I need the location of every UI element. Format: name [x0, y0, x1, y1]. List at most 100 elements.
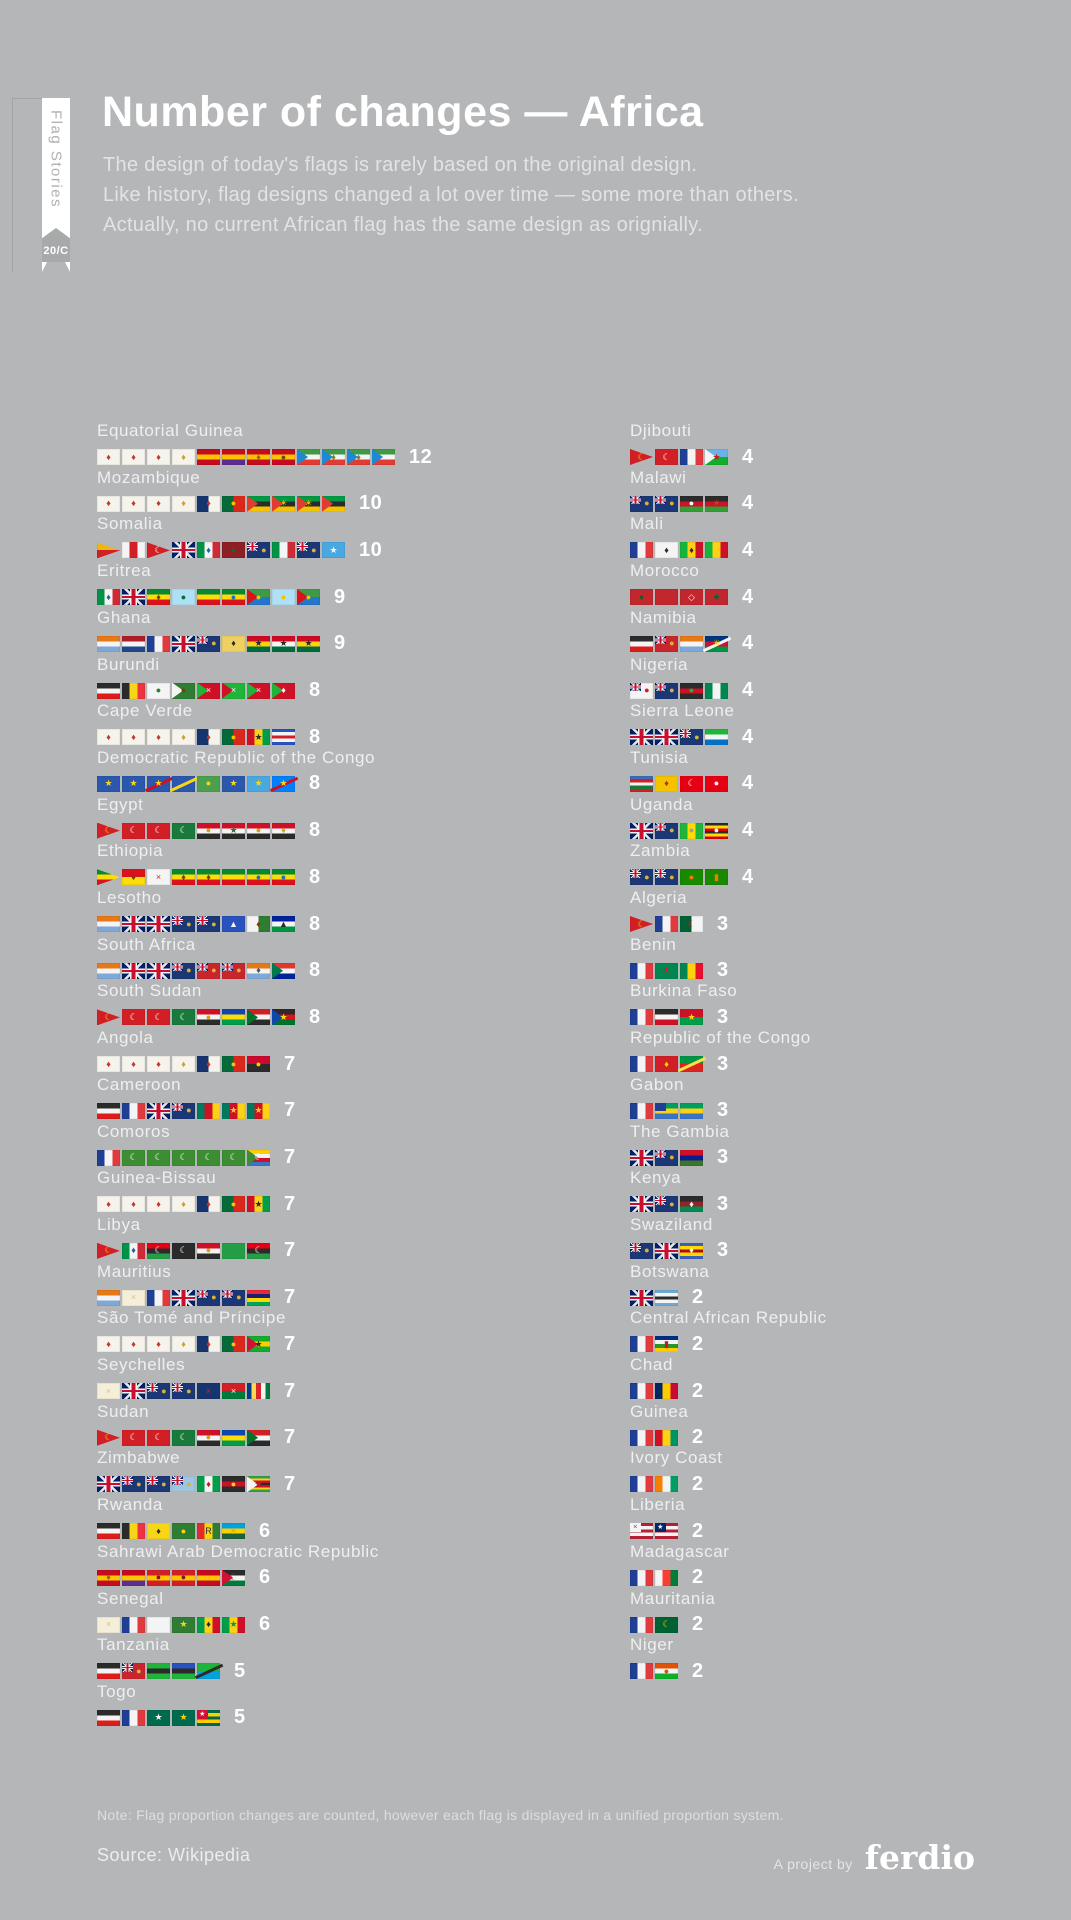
country-label: Eritrea — [97, 561, 152, 581]
country-label: Comoros — [97, 1121, 171, 1141]
flag-thumb: ● — [247, 542, 270, 559]
flag-sequence: ● 5 — [97, 1660, 246, 1682]
flag-thumb — [680, 449, 703, 465]
hoist-triangle — [172, 682, 184, 699]
flag-thumb: ☾ — [122, 1009, 145, 1026]
flag-emblem: ● — [688, 498, 695, 509]
flag-thumb: ★ — [272, 635, 295, 652]
change-count: 7 — [284, 1192, 296, 1215]
flag-emblem: ♦ — [206, 1478, 211, 1489]
change-count: 3 — [717, 1239, 729, 1262]
country-entry: Central African Republic ▮ 2 — [630, 1308, 827, 1355]
flag-sequence: ★ ★ ★ ● ★ ★ ★ 8 — [97, 772, 375, 794]
canton: × — [630, 1523, 641, 1532]
flag-thumb: ♦ — [147, 1196, 170, 1213]
country-label: Lesotho — [97, 888, 162, 907]
flag-emblem: ● — [230, 1058, 237, 1069]
flag-thumb: ☾ — [222, 1569, 245, 1586]
flag-emblem: ♦ — [206, 1198, 211, 1209]
flag-thumb: ☾ — [630, 449, 653, 465]
change-count: 9 — [334, 632, 346, 655]
flag-thumb: ♦ — [122, 869, 145, 886]
flag-sequence: ☾ ☾ ★ 4 — [630, 446, 754, 468]
flag-emblem: ☾ — [154, 1011, 163, 1022]
country-entry: Democratic Republic of the Congo ★ ★ ★ ● ★ ★ ★ 8 — [97, 748, 375, 794]
flag-emblem: × — [130, 1292, 137, 1303]
flag-thumb: ♦ — [97, 1336, 120, 1353]
country-entry: South Africa ● ● ● ♦ 8 — [97, 935, 321, 981]
flag-thumb: ♦ — [680, 1196, 703, 1213]
flag-thumb — [630, 1663, 653, 1680]
flag-emblem: ♦ — [256, 965, 261, 976]
flag-emblem: ● — [669, 1152, 675, 1162]
flag-emblem: ☾ — [662, 1619, 671, 1629]
flag-thumb — [197, 589, 220, 606]
change-count: 4 — [742, 585, 754, 608]
change-count: 4 — [742, 725, 754, 748]
flag-thumb: ♦ — [97, 449, 120, 465]
flag-thumb: ☾ — [172, 1149, 195, 1166]
flag-thumb: ♦ — [272, 822, 295, 839]
flag-emblem: ● — [644, 871, 650, 882]
flag-emblem: ● — [255, 591, 262, 602]
flag-thumb: ☀ — [222, 1523, 245, 1540]
flag-thumb — [172, 1289, 195, 1306]
flag-thumb — [630, 1476, 653, 1493]
flag-thumb — [630, 962, 653, 979]
flag-emblem: ♦ — [256, 451, 261, 462]
flag-thumb: ★ — [97, 775, 120, 792]
flag-emblem: ☾ — [154, 1245, 163, 1256]
flag-emblem: ♦ — [206, 1058, 211, 1069]
flag-emblem: ☾ — [104, 825, 113, 836]
country-label: Gabon — [630, 1074, 685, 1094]
country-label: Burundi — [97, 654, 160, 674]
flag-thumb: ● — [297, 542, 320, 559]
flag-emblem: ♦ — [206, 544, 211, 555]
flag-thumb: ● — [197, 1429, 220, 1446]
change-count: 3 — [717, 1099, 729, 1122]
flag-emblem: ☾ — [637, 918, 646, 929]
country-label: Burkina Faso — [630, 981, 738, 1001]
flag-emblem: ♦ — [281, 825, 286, 836]
flag-emblem: ♦ — [106, 451, 111, 462]
flag-thumb: ★ — [247, 1196, 270, 1213]
flag-thumb: ▮ — [705, 869, 728, 886]
flag-thumb: ☾ — [655, 449, 678, 465]
change-count: 7 — [284, 1472, 296, 1495]
flag-thumb — [372, 449, 395, 465]
flag-sequence: × ● ● 7 — [97, 1286, 296, 1308]
flag-thumb: ● — [680, 495, 703, 512]
flag-emblem: ☾ — [687, 918, 696, 929]
country-label: Angola — [97, 1028, 154, 1048]
change-count: 4 — [742, 865, 754, 888]
country-entry: Egypt ☾ ☾ ☾ ☾ ● ★ ● ♦ 8 — [97, 795, 321, 841]
flag-thumb: ☾ — [122, 1149, 145, 1166]
change-count: 8 — [309, 725, 321, 748]
flag-emblem: ☾ — [179, 825, 188, 836]
country-label: Senegal — [97, 1588, 164, 1608]
flag-thumb: ● — [172, 1569, 195, 1586]
flag-thumb: × — [222, 1383, 245, 1399]
flag-thumb: ● — [680, 822, 703, 839]
flag-emblem: ● — [280, 591, 287, 602]
country-entry: Namibia ● ☀ 4 — [630, 608, 754, 654]
flag-thumb: ● — [655, 822, 678, 839]
country-label: Uganda — [630, 794, 694, 814]
flag-sequence: ▮ 2 — [630, 1333, 827, 1355]
flag-thumb: ♦ — [630, 589, 653, 606]
flag-sequence: ♦ ● ● ☾ 6 — [97, 1566, 379, 1588]
country-label: Algeria — [630, 888, 688, 907]
change-count: 9 — [334, 585, 346, 608]
flag-thumb: ● — [680, 869, 703, 886]
flag-thumb: ● — [705, 822, 728, 839]
flag-thumb — [172, 635, 195, 652]
country-entry: Chad 2 — [630, 1355, 704, 1402]
flag-thumb: ★ — [247, 1102, 270, 1119]
flag-thumb: ☀ — [705, 495, 728, 512]
flag-emblem: ♦ — [206, 871, 211, 882]
country-label: Ethiopia — [97, 841, 164, 861]
flag-thumb: ☾ — [147, 1149, 170, 1166]
flag-emblem: ☾ — [637, 451, 646, 462]
canton — [197, 635, 208, 645]
flag-thumb: ☾ — [147, 822, 170, 839]
